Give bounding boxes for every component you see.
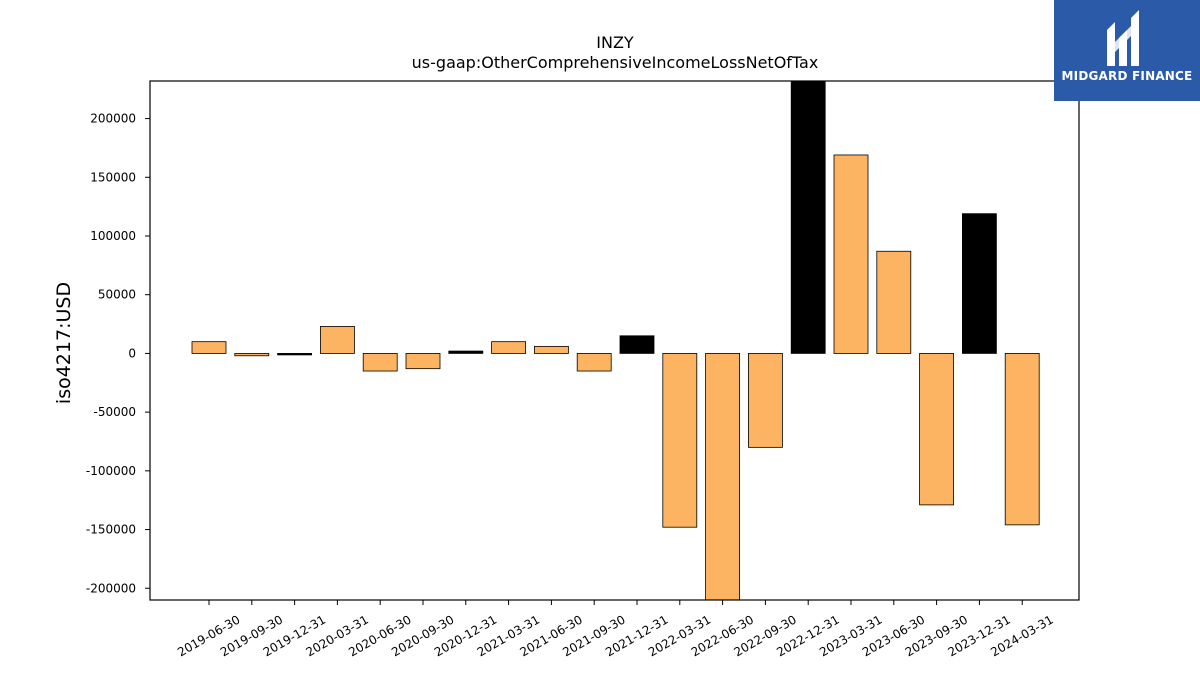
bar-2022-06-30 [705,353,740,601]
y-tick-label: 50000 [98,288,136,302]
y-tick-label: 100000 [90,229,136,243]
bar-2020-06-30 [362,353,398,372]
plot-frame [149,80,1080,601]
y-axis-label: iso4217:USD [53,282,75,404]
bar-2024-03-31 [1004,353,1040,526]
bar-2022-03-31 [662,353,698,528]
bar-2020-03-31 [319,326,355,354]
y-tick-label: -50000 [93,405,136,419]
bar-2022-12-31 [790,80,826,354]
midgard-logo-icon [1107,10,1139,66]
bar-2021-06-30 [534,345,569,354]
logo: MIDGARD FINANCE [1054,0,1200,101]
bar-2022-09-30 [748,353,783,448]
y-tick-label: 150000 [90,170,136,184]
bar-2023-06-30 [876,250,912,354]
bar-2021-12-31 [619,335,655,354]
bar-2023-03-31 [833,154,869,354]
y-tick-label: -200000 [86,581,136,595]
chart-subtitle: us-gaap:OtherComprehensiveIncomeLossNetO… [412,53,819,72]
bar-2023-12-31 [962,213,997,354]
chart-title: INZY [596,33,634,52]
y-tick-label: -150000 [86,523,136,537]
bar-2019-06-30 [191,341,227,354]
y-tick-label: 200000 [90,112,136,126]
y-ticks-group: -200000 -150000 -100000 -50000 0 50000 100000 1… [86,112,150,595]
y-tick-label: 0 [128,346,136,360]
bar-2019-09-30 [234,353,270,357]
x-ticks-group: 2019-06-302019-09-302019-12-312020-03-31… [175,600,1056,659]
bars-group [191,80,1040,601]
bar-2020-09-30 [405,353,441,370]
bar-2021-03-31 [491,341,527,354]
bar-2021-09-30 [576,353,612,372]
bar-2023-09-30 [919,353,954,506]
bar-2019-12-31 [277,353,313,356]
bar-2020-12-31 [448,350,484,354]
logo-text: MIDGARD FINANCE [1061,69,1193,83]
y-tick-label: -100000 [86,464,136,478]
